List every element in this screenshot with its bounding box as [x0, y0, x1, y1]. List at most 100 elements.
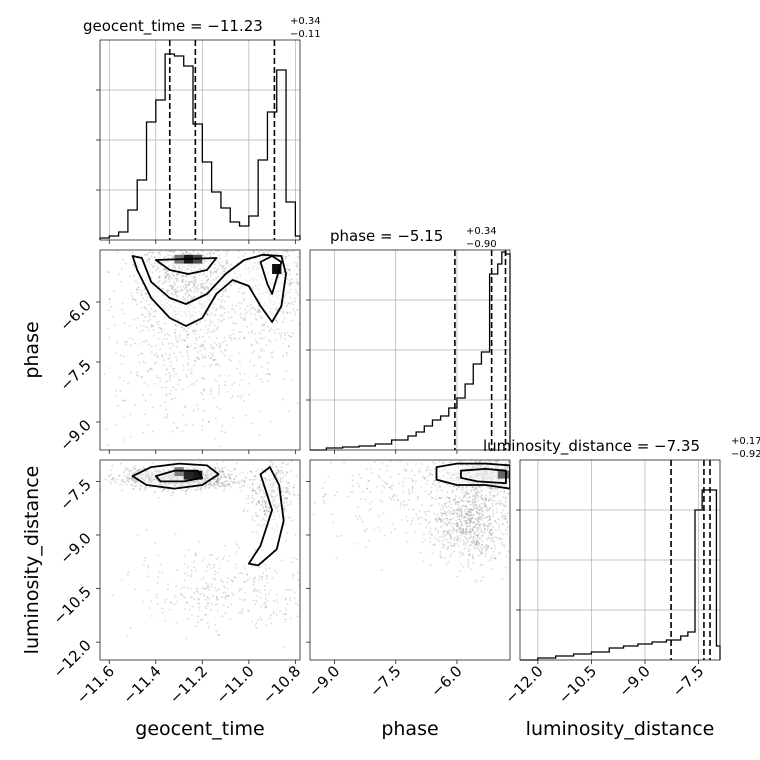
luminosity_distance_vs_phase-point: [482, 576, 485, 578]
phase_vs_geocent_time-point: [150, 276, 153, 279]
luminosity_distance_vs_geocent_time-point: [272, 499, 275, 502]
luminosity_distance_vs_geocent_time-point: [148, 607, 151, 609]
luminosity_distance_vs_geocent_time-point: [205, 570, 208, 572]
phase_vs_geocent_time-point: [208, 336, 211, 339]
phase_vs_geocent_time-point: [223, 312, 226, 314]
luminosity_distance_vs_phase-point: [475, 510, 478, 513]
luminosity_distance_vs_geocent_time-point: [269, 488, 272, 490]
luminosity_distance_vs_phase-point: [462, 532, 465, 535]
luminosity_distance_vs_geocent_time-point: [193, 598, 196, 600]
phase_vs_geocent_time-point: [275, 338, 277, 341]
phase_vs_geocent_time-point: [187, 368, 190, 371]
luminosity_distance_vs_geocent_time-point: [277, 504, 280, 506]
luminosity_distance_vs_geocent_time-point: [191, 614, 193, 616]
phase_vs_geocent_time-point: [284, 257, 287, 260]
luminosity_distance_vs_phase-point: [478, 538, 481, 541]
luminosity_distance_vs_geocent_time-point: [159, 563, 162, 566]
luminosity_distance_vs_phase-point: [466, 522, 468, 525]
phase_vs_geocent_time-point: [230, 263, 233, 266]
phase_vs_geocent_time-point: [197, 283, 200, 286]
phase_vs_geocent_time-point: [143, 325, 145, 328]
luminosity_distance_vs_geocent_time-point: [213, 478, 216, 481]
phase_vs_geocent_time-point: [150, 351, 153, 353]
phase_vs_geocent_time-point: [187, 284, 190, 286]
phase_vs_geocent_time-point: [153, 383, 156, 385]
luminosity_distance_vs_geocent_time-point: [229, 470, 232, 473]
luminosity_distance_vs_geocent_time-point: [133, 471, 136, 474]
luminosity_distance_vs_geocent_time-point: [261, 578, 263, 581]
phase_vs_geocent_time-point: [138, 343, 141, 345]
phase_vs_geocent_time-point: [287, 331, 289, 334]
phase_vs_geocent_time-point: [245, 311, 248, 314]
phase_vs_geocent_time-point: [220, 304, 222, 307]
phase_vs_geocent_time-point: [173, 367, 176, 370]
luminosity_distance_vs_geocent_time-point: [201, 587, 204, 589]
luminosity_distance_vs_phase-point: [503, 505, 506, 508]
luminosity_distance_vs_geocent_time-point: [293, 494, 296, 496]
phase_vs_geocent_time-point: [214, 358, 217, 361]
phase_vs_geocent_time-point: [166, 273, 169, 276]
luminosity_distance_vs_phase-point: [465, 514, 468, 517]
luminosity_distance_vs_phase-point: [476, 507, 478, 510]
luminosity_distance_vs_geocent_time-point: [275, 502, 277, 504]
phase_vs_geocent_time-point: [119, 390, 122, 392]
phase_vs_geocent_time-point: [184, 406, 186, 409]
luminosity_distance_vs_phase-point: [486, 527, 489, 530]
luminosity_distance_vs_geocent_time-point: [282, 462, 285, 465]
luminosity_distance_vs_geocent_time-point: [115, 481, 117, 484]
luminosity_distance_vs_phase-point: [494, 460, 496, 462]
luminosity_distance_vs_geocent_time-point: [139, 489, 142, 491]
luminosity_distance_vs_phase-point: [479, 517, 481, 520]
phase_vs_geocent_time-point: [202, 356, 204, 359]
geocent_time_hist-bin-2: [119, 232, 128, 240]
phase_vs_geocent_time-point: [262, 324, 265, 327]
luminosity_distance_vs_phase-point: [474, 547, 476, 550]
luminosity_distance_vs_phase-point: [468, 525, 471, 528]
geocent_time_hist-bin-4: [137, 180, 146, 240]
phase_vs_geocent_time-point: [183, 265, 185, 268]
luminosity_distance_vs_phase-point: [472, 506, 475, 508]
luminosity_distance_vs_geocent_time-point: [276, 472, 278, 475]
luminosity_distance_vs_geocent_time-point: [223, 473, 226, 476]
luminosity_distance_vs_geocent_time-point: [198, 609, 201, 611]
phase_vs_geocent_time-point: [193, 282, 195, 285]
phase_vs_geocent_time-point: [206, 280, 208, 283]
phase_vs_geocent_time-point: [154, 362, 156, 365]
luminosity_distance_vs_phase-point: [456, 523, 459, 526]
luminosity_distance_vs_phase-point: [471, 498, 474, 501]
luminosity_distance_vs_geocent_time-point: [161, 490, 164, 493]
luminosity_distance_vs_phase-point: [483, 525, 486, 527]
phase_vs_geocent_time-point: [151, 251, 154, 254]
luminosity_distance_vs_geocent_time-point: [214, 468, 217, 471]
phase_vs_geocent_time-point: [288, 273, 291, 276]
luminosity_distance_vs_phase-point: [503, 505, 505, 507]
luminosity_distance_vs_geocent_time-point: [275, 474, 277, 477]
luminosity_distance_vs_geocent_time-point: [287, 491, 289, 493]
phase_vs_geocent_time-point: [213, 330, 216, 333]
phase_hist-step: [310, 251, 511, 451]
phase_vs_geocent_time-point: [224, 354, 227, 357]
luminosity_distance_vs_geocent_time-point: [215, 596, 218, 599]
luminosity_distance_vs_geocent_time-point: [113, 479, 116, 482]
phase_vs_geocent_time-point: [240, 285, 243, 288]
phase_vs_geocent_time-point: [203, 287, 206, 290]
luminosity_distance_vs_geocent_time-point: [158, 571, 161, 573]
phase_vs_geocent_time-point: [297, 282, 299, 285]
luminosity_distance_vs_geocent_time-point: [274, 569, 276, 572]
phase_vs_geocent_time-hot-cell-3: [272, 264, 282, 274]
phase_vs_geocent_time-point: [185, 373, 188, 376]
phase_vs_geocent_time-point: [178, 336, 181, 339]
luminosity_distance_vs_phase-point: [502, 496, 505, 498]
phase_vs_geocent_time-point: [184, 286, 187, 289]
luminosity_distance_vs_phase-point: [490, 547, 493, 550]
phase_vs_geocent_time-point: [171, 293, 174, 296]
luminosity_distance_vs_geocent_time-point: [190, 569, 193, 572]
phase_vs_geocent_time-point: [192, 264, 195, 266]
phase_vs_geocent_time-point: [147, 252, 150, 255]
luminosity_distance_vs_phase-point: [469, 531, 472, 534]
luminosity_distance_vs_geocent_time-point: [273, 511, 276, 513]
luminosity_distance_vs_geocent_time-point: [223, 481, 226, 483]
luminosity_distance_vs_geocent_time-point: [270, 493, 273, 496]
luminosity_distance_vs_geocent_time-point: [247, 609, 250, 612]
phase_vs_geocent_time-point: [169, 364, 172, 367]
